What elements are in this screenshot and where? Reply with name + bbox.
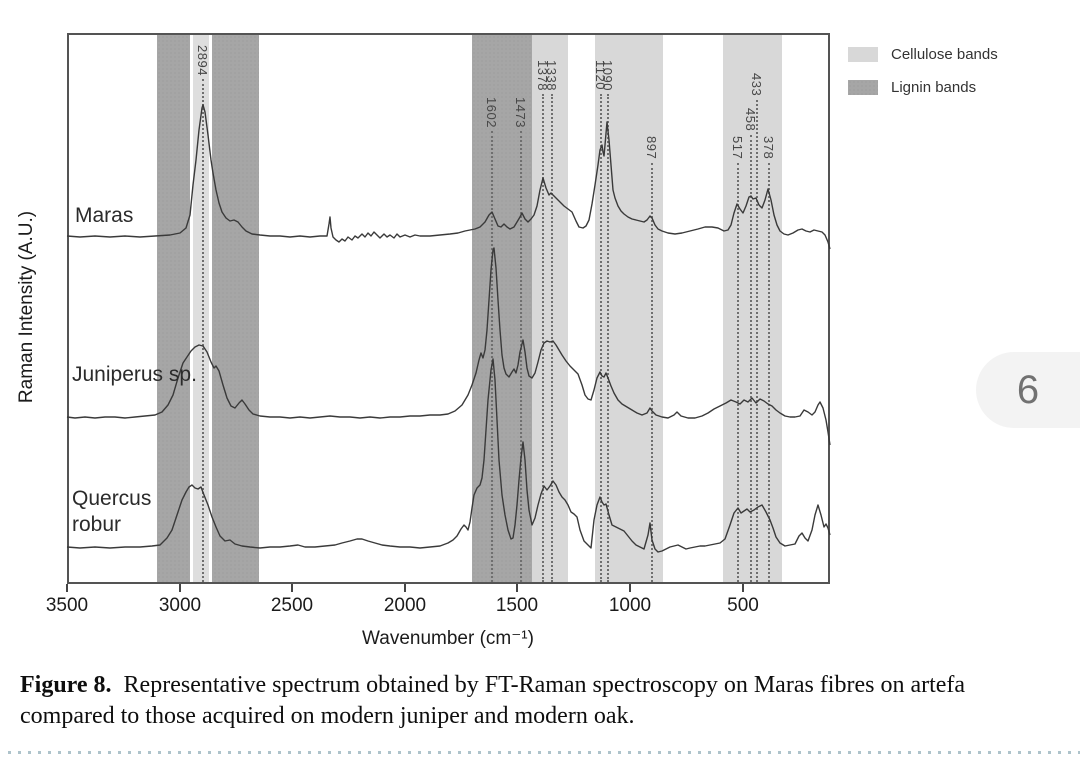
tick-label: 1500 — [495, 595, 539, 616]
figure-caption: Figure 8. Representative spectrum obtaine… — [20, 670, 1080, 732]
peak-label: 517 — [730, 136, 745, 160]
peak-label: 897 — [644, 136, 659, 160]
series-label: Juniperus sp. — [72, 362, 197, 388]
band-cellulose-strip — [193, 35, 209, 582]
peak-label: 1378 — [535, 60, 550, 91]
peak-line — [600, 94, 602, 582]
peak-line — [756, 99, 758, 582]
series-label-line: Maras — [75, 204, 134, 227]
peak-label: 378 — [761, 136, 776, 160]
peak-label: 1602 — [484, 97, 499, 128]
series-label-line: robur — [72, 513, 122, 536]
tick-label: 3000 — [158, 595, 202, 616]
tick-mark — [66, 584, 68, 592]
legend-swatch-cellulose — [848, 47, 878, 62]
tick-label: 3500 — [45, 595, 89, 616]
tick-label: 500 — [727, 595, 759, 616]
peak-line — [542, 94, 544, 582]
peak-line — [651, 162, 653, 582]
legend-item: Cellulose bands — [848, 46, 998, 63]
peak-line — [607, 94, 609, 582]
caption-text-1: Representative spectrum obtained by FT-R… — [123, 672, 966, 698]
tick-mark — [179, 584, 181, 592]
tick-label: 2000 — [383, 595, 427, 616]
peak-line — [520, 131, 522, 582]
tick-mark — [742, 584, 744, 592]
series-label: Quercus robur — [72, 486, 151, 538]
peak-label: 458 — [743, 108, 758, 132]
tick-mark — [404, 584, 406, 592]
peak-line — [750, 134, 752, 582]
tick-mark — [291, 584, 293, 592]
peak-label: 433 — [749, 73, 764, 97]
page-number: 6 — [1016, 367, 1040, 412]
tick-mark — [516, 584, 518, 592]
peak-label: 1338 — [544, 60, 559, 91]
spectra-plot — [67, 33, 830, 584]
peak-label: 1473 — [513, 97, 528, 128]
caption-figure-tag: Figure 8. — [20, 672, 112, 698]
y-axis-title: Raman Intensity (A.U.) — [16, 210, 37, 404]
legend-label: Cellulose bands — [891, 46, 998, 63]
series-label: Maras — [75, 203, 133, 229]
peak-label: 1120 — [593, 60, 608, 90]
peak-line — [737, 162, 739, 582]
legend-item: Lignin bands — [848, 79, 998, 96]
caption-line-1: Figure 8. Representative spectrum obtaine… — [20, 670, 1080, 701]
caption-line-2: compared to those acquired on modern jun… — [20, 703, 635, 729]
page-number-badge: 6 — [976, 352, 1080, 428]
x-axis-title: Wavenumber (cm⁻¹) — [362, 628, 534, 649]
peak-line — [491, 131, 493, 582]
tick-label: 2500 — [270, 595, 314, 616]
dotted-separator — [8, 751, 1080, 754]
legend: Cellulose bands Lignin bands — [848, 46, 998, 112]
peak-label: 2894 — [195, 45, 210, 76]
tick-mark — [629, 584, 631, 592]
peak-line — [202, 79, 204, 582]
peak-line — [551, 94, 553, 582]
tick-label: 1000 — [608, 595, 652, 616]
legend-label: Lignin bands — [891, 79, 977, 96]
legend-swatch-lignin — [848, 80, 878, 95]
peak-line — [768, 162, 770, 582]
peak-label: 1090 — [600, 60, 615, 91]
series-label-line: Quercus — [72, 487, 152, 510]
series-label-line: Juniperus sp. — [72, 363, 197, 386]
band-cellulose — [532, 35, 568, 582]
